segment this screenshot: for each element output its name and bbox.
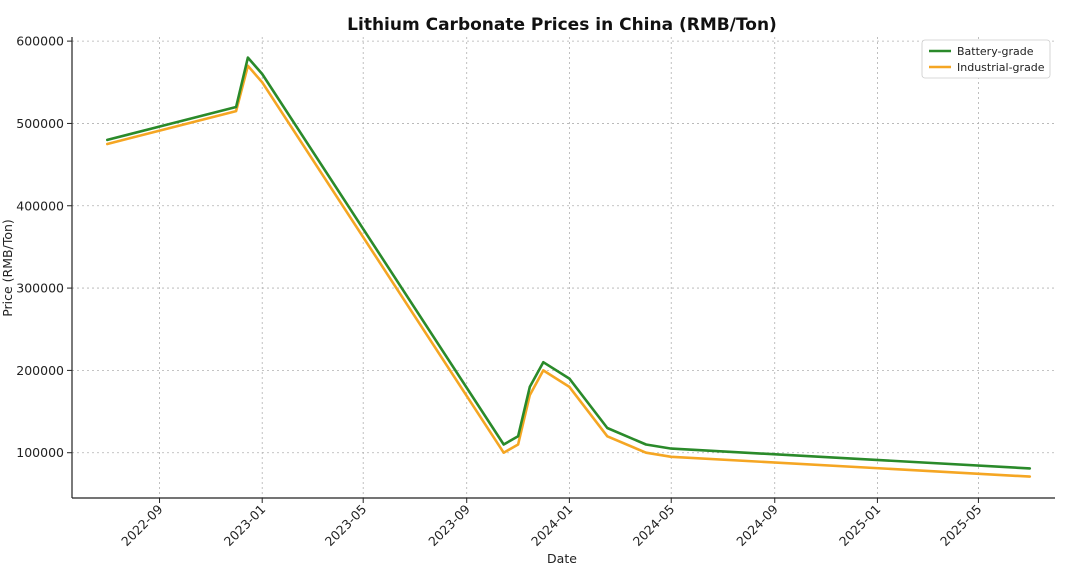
legend-box — [921, 39, 1051, 79]
y-tick-label: 500000 — [16, 116, 64, 131]
y-tick-label: 100000 — [16, 445, 64, 460]
series-line-battery-grade — [106, 56, 1032, 470]
y-tick-label: 400000 — [16, 198, 64, 213]
legend-label-battery-grade: Battery-grade — [957, 45, 1034, 58]
y-tick-label: 300000 — [16, 281, 64, 296]
chart-title: Lithium Carbonate Prices in China (RMB/T… — [347, 15, 777, 35]
legend: Battery-grade Industrial-grade — [921, 39, 1051, 79]
legend-label-industrial-grade: Industrial-grade — [957, 61, 1045, 74]
series — [106, 56, 1032, 478]
y-tick-label: 600000 — [16, 34, 64, 49]
series-line-industrial-grade — [106, 64, 1032, 478]
y-axis-label: Price (RMB/Ton) — [0, 219, 15, 317]
grid — [72, 37, 1055, 498]
axes — [71, 37, 1055, 499]
y-tick-label: 200000 — [16, 363, 64, 378]
x-axis-label: Date — [547, 551, 577, 566]
y-ticks: 100000 200000 300000 400000 500000 600000 — [16, 34, 72, 460]
